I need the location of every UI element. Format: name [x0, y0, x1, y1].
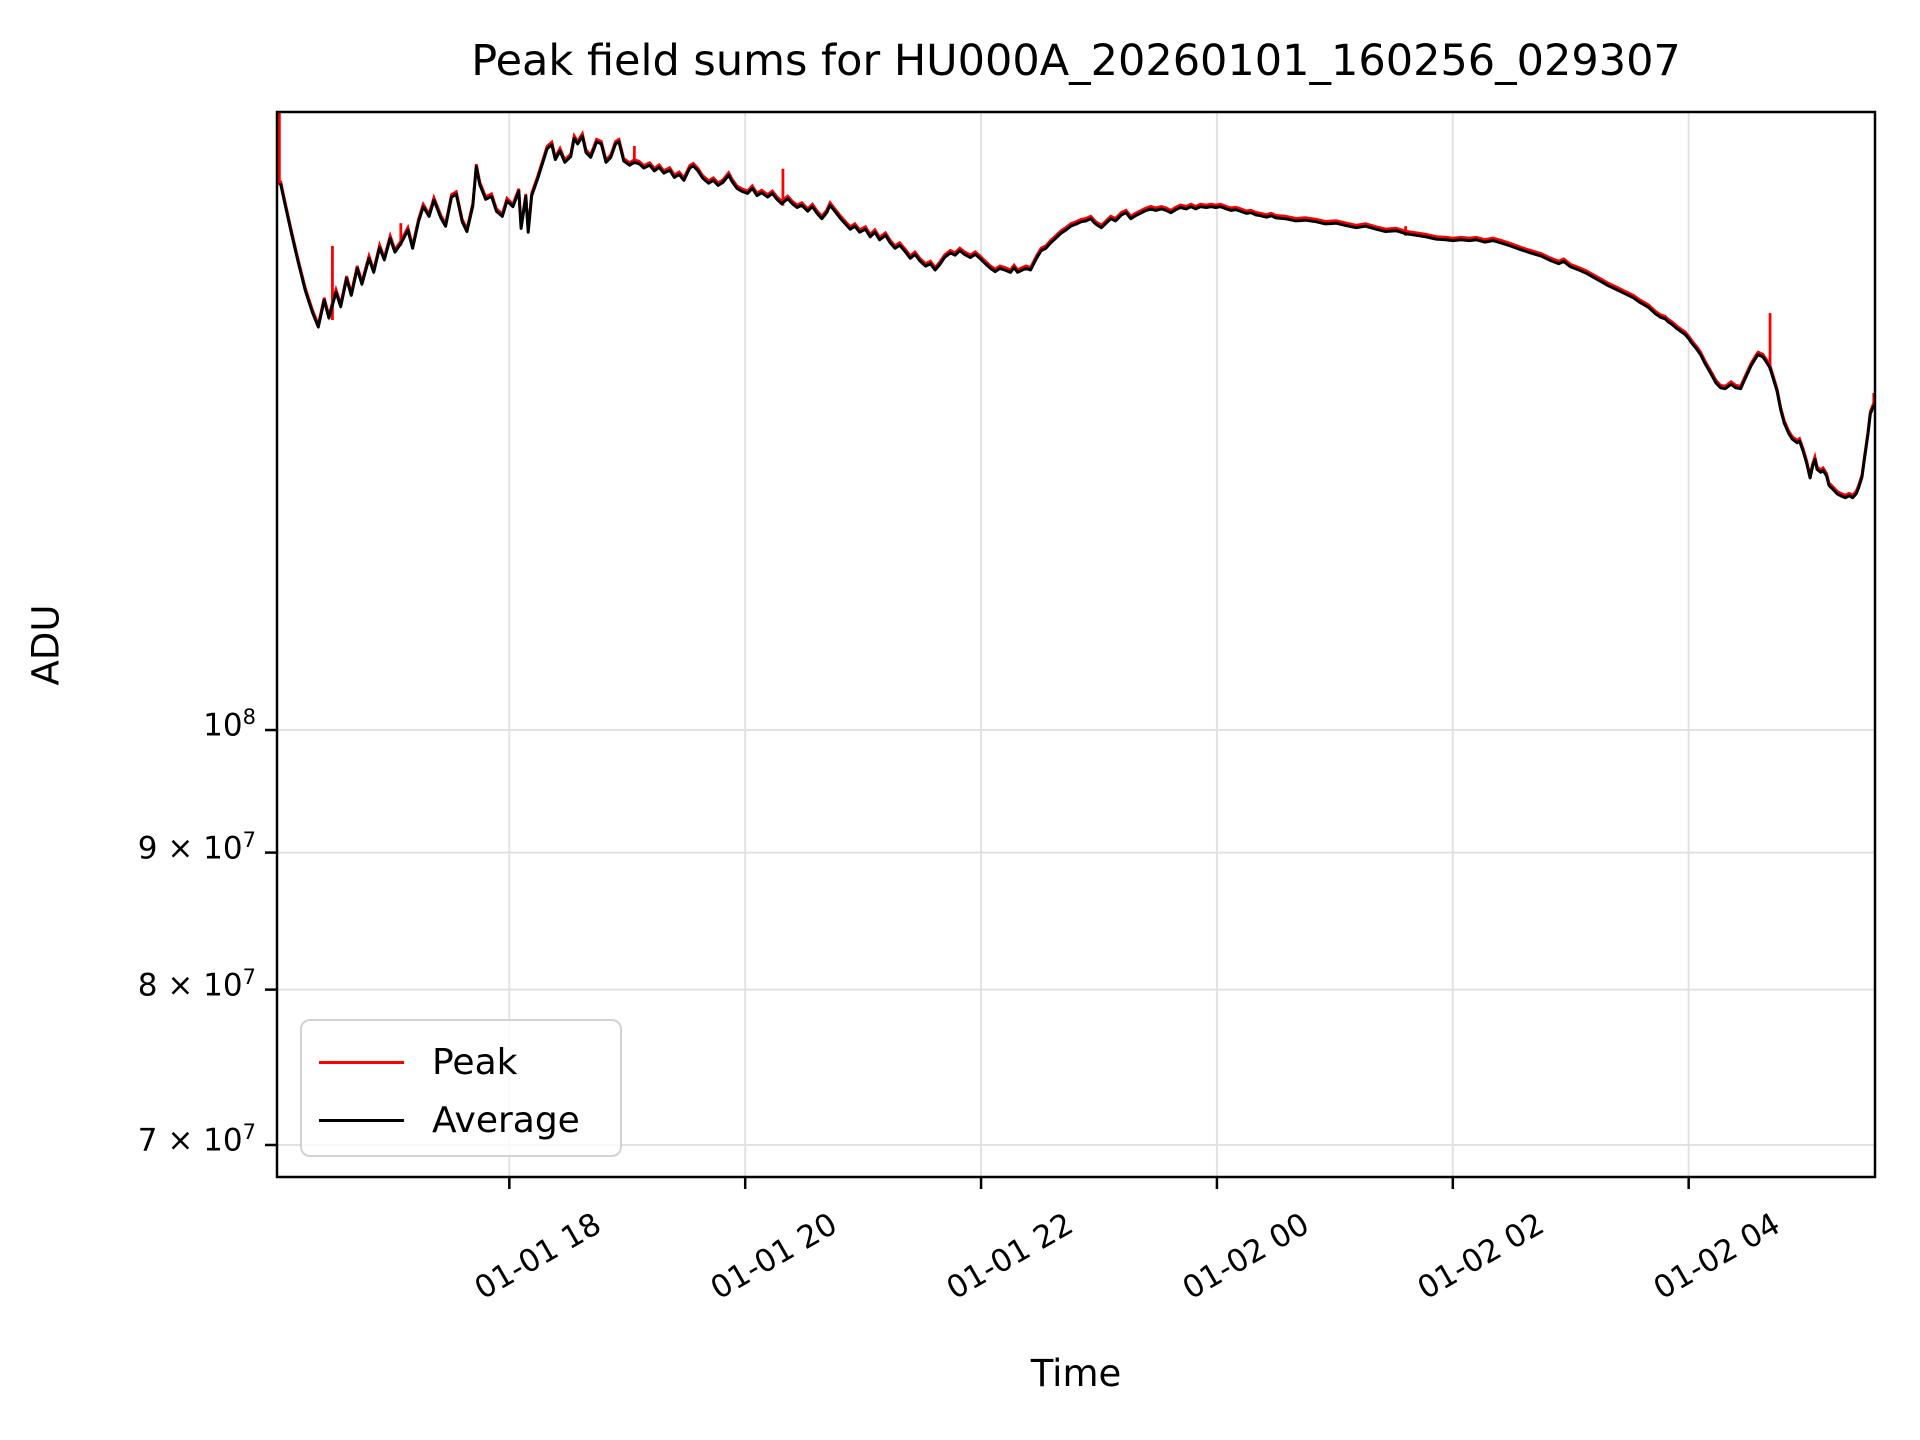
legend-label-average: Average	[432, 1099, 580, 1141]
legend-item-peak: Peak	[319, 1033, 620, 1091]
legend-label-peak: Peak	[432, 1041, 518, 1083]
peak-line-sample	[319, 1060, 404, 1064]
y-axis-label: ADU	[24, 604, 68, 686]
y-tick-label: 8 × 107	[137, 964, 256, 1003]
y-tick-label: 9 × 107	[137, 827, 256, 866]
average-line-sample	[319, 1118, 404, 1122]
y-tick-label: 7 × 107	[137, 1119, 256, 1159]
legend: Peak Average	[300, 1019, 622, 1157]
legend-item-average: Average	[319, 1091, 620, 1149]
average-series-line	[279, 134, 1875, 500]
y-tick-label: 108	[203, 705, 256, 744]
chart-title: Peak field sums for HU000A_20260101_1602…	[471, 36, 1681, 86]
axes-spines	[275, 110, 1877, 1179]
x-axis-label: Time	[1030, 1352, 1122, 1395]
peak-series-line	[279, 130, 1875, 497]
